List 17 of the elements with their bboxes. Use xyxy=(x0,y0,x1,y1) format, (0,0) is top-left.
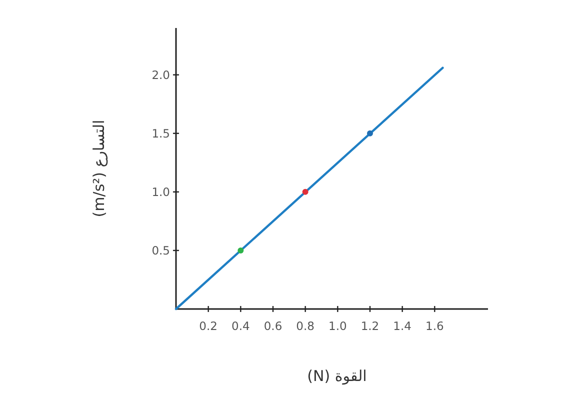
y-axis-title: التسارع (m/s²) xyxy=(90,120,108,218)
point xyxy=(238,247,244,254)
x-tick-label: 1.4 xyxy=(393,319,412,333)
x-tick-label: 0.2 xyxy=(199,319,218,333)
point xyxy=(366,130,373,136)
y-tick-label: 0.5 xyxy=(152,243,170,258)
x-tick-label: 0.8 xyxy=(296,319,314,333)
x-tick-label: 0.4 xyxy=(232,319,250,333)
x-tick-label: 1.6 xyxy=(426,319,444,333)
point xyxy=(302,188,308,195)
x-axis-title: القوة (N) xyxy=(307,367,367,385)
x-tick-label: 1.0 xyxy=(328,319,347,333)
x-tick-label: 0.6 xyxy=(264,319,282,333)
y-tick-label: 1.5 xyxy=(152,126,170,140)
x-tick-label: 1.2 xyxy=(360,319,380,333)
y-tick-label: 2.0 xyxy=(152,68,170,82)
y-tick-label: 1.0 xyxy=(152,184,170,199)
